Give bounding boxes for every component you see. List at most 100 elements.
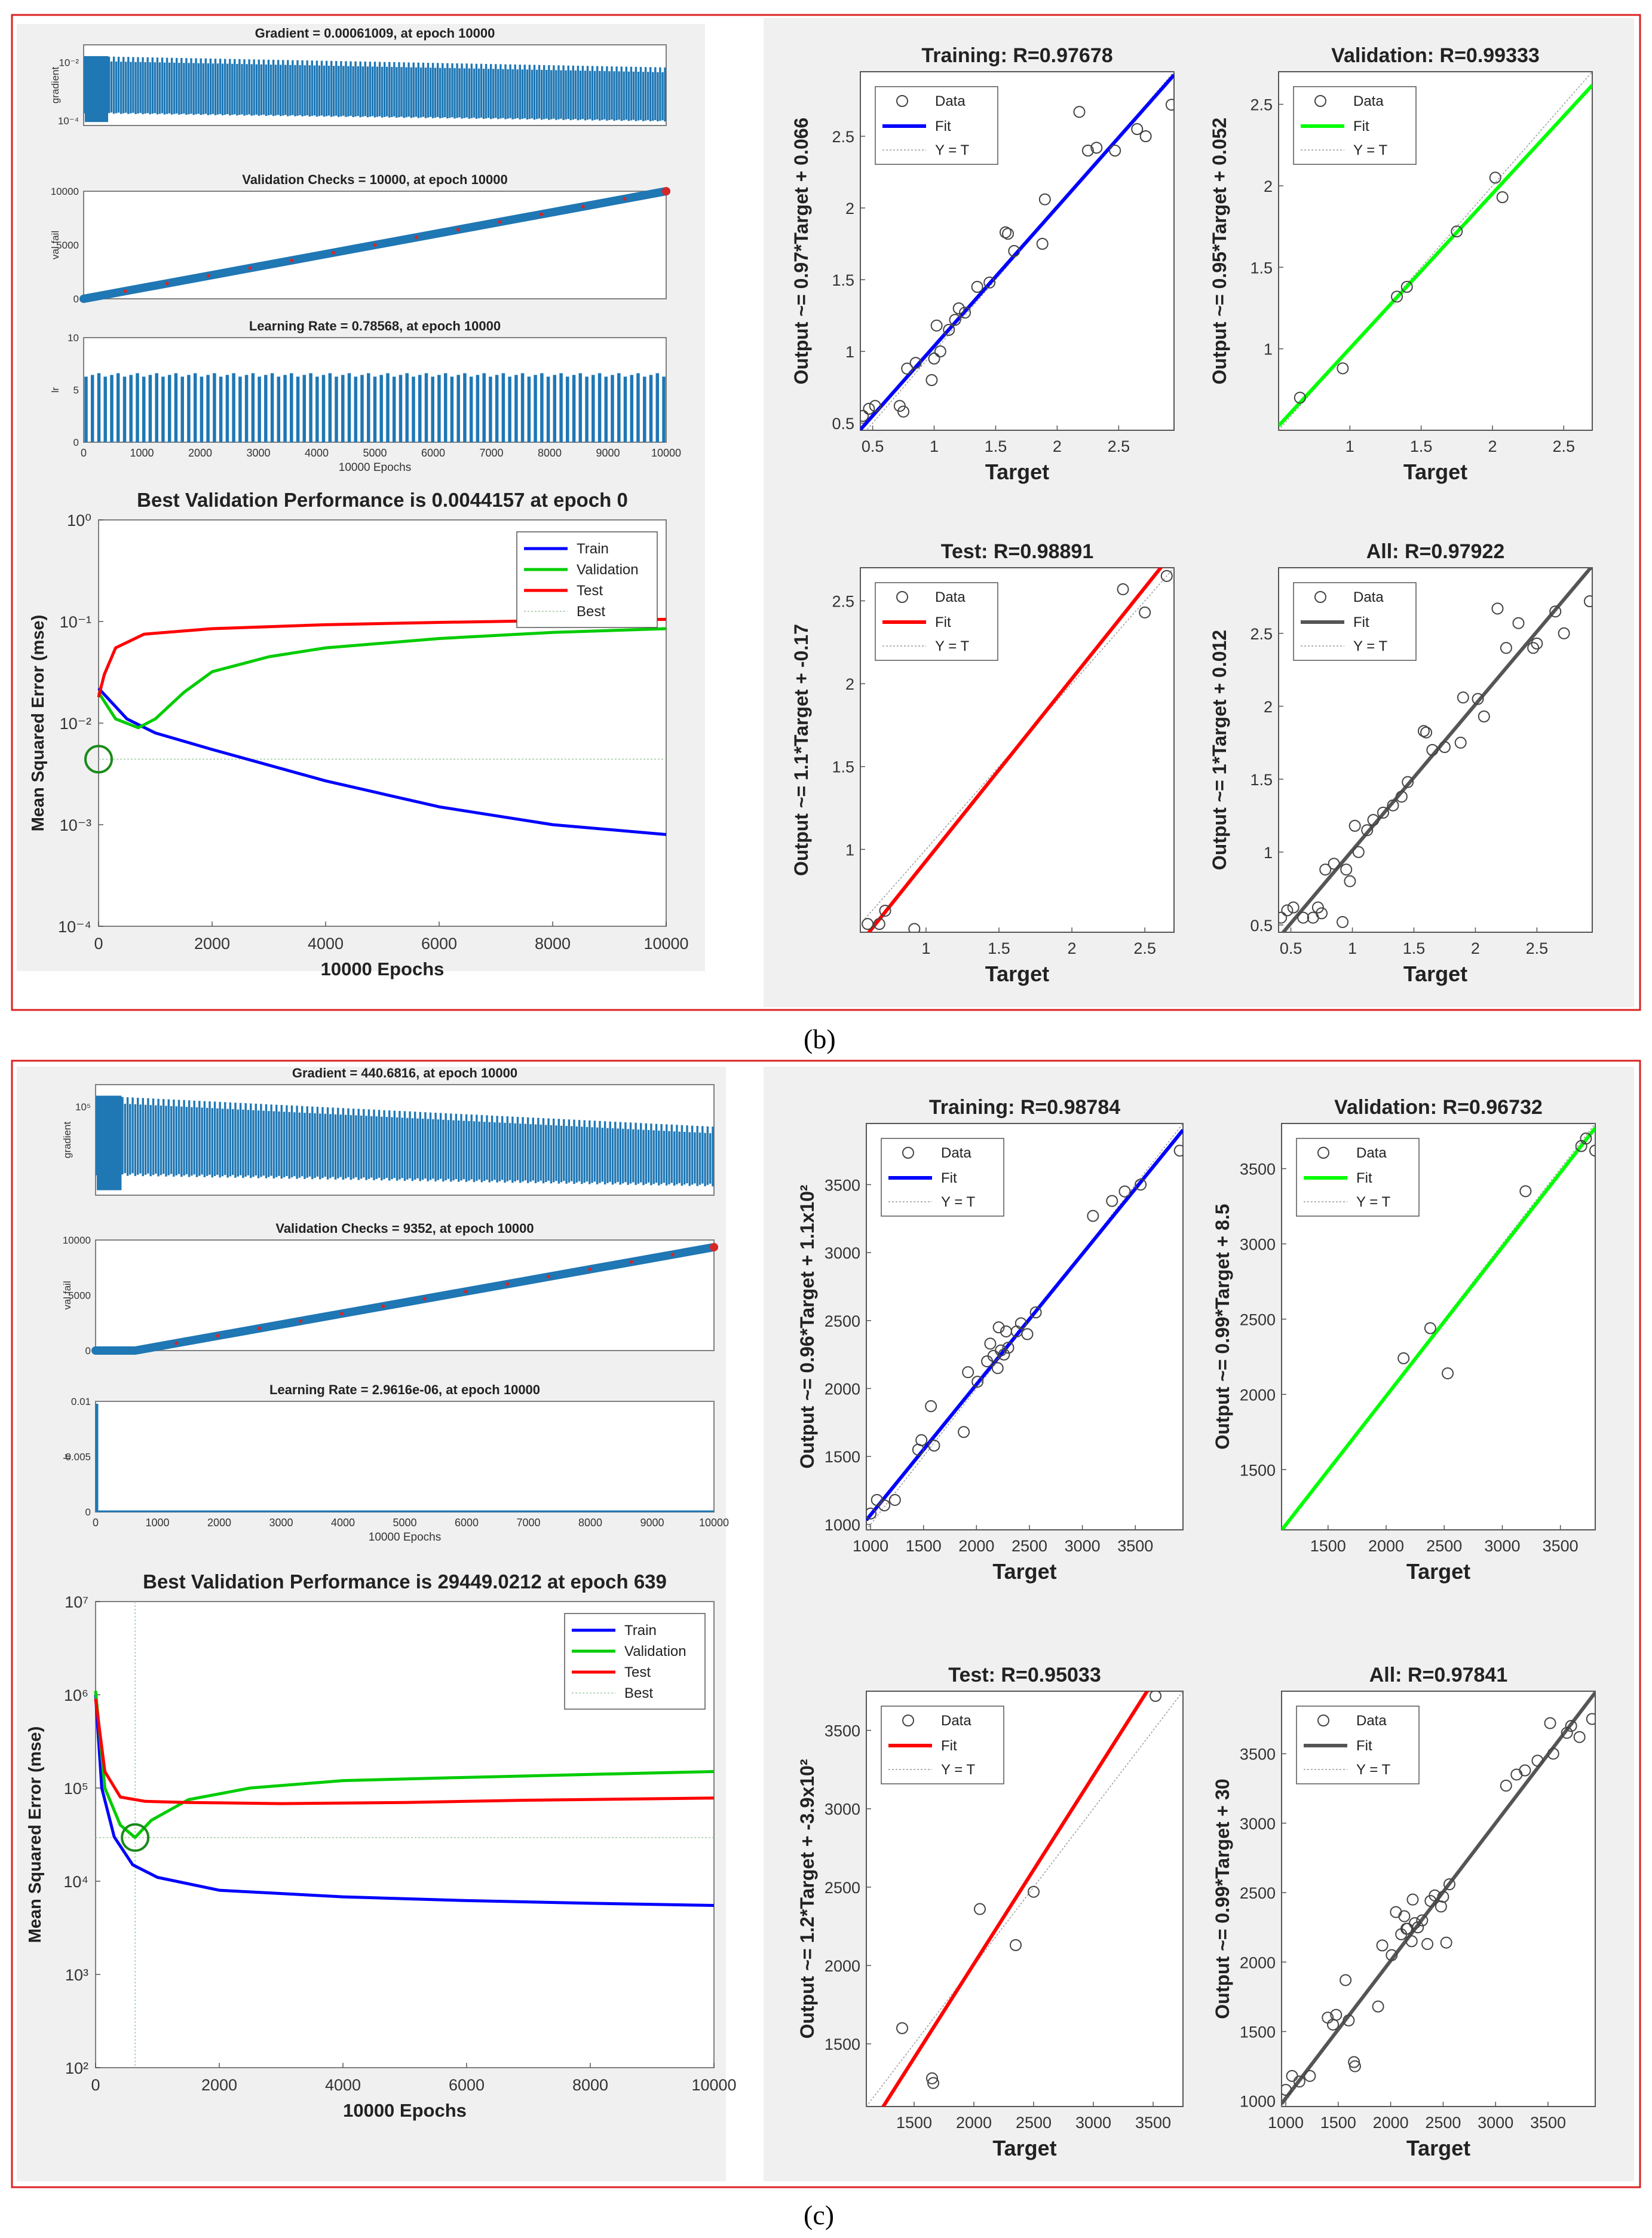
- regression-xlabel: Target: [985, 962, 1049, 986]
- train-plot-ytick: 0: [85, 1507, 91, 1518]
- perf-xtick: 6000: [449, 2076, 485, 2094]
- fit-line: [866, 568, 1163, 932]
- regression-ytick: 3500: [1240, 1161, 1276, 1178]
- regression-ylabel: Output ~= 0.97*Target + 0.066: [790, 118, 812, 385]
- regression-ytick: 1500: [825, 2035, 860, 2053]
- regression-xtick: 2.5: [1133, 939, 1156, 957]
- regression-xtick: 2: [1068, 939, 1077, 957]
- train-plot-xtick: 3000: [246, 447, 270, 459]
- data-point: [1416, 1914, 1429, 1927]
- regression-ytick: 1000: [825, 1516, 860, 1534]
- identity-line: [866, 1691, 1183, 2107]
- data-point: [930, 319, 943, 332]
- data-point: [1337, 362, 1349, 375]
- train-plot-ytick: 5000: [56, 240, 79, 251]
- train-plot-xtick: 9000: [596, 447, 620, 459]
- perf-series-test: [94, 1698, 715, 1805]
- data-point: [983, 276, 996, 289]
- data-point: [1372, 2000, 1384, 2013]
- regression-title: Test: R=0.95033: [948, 1664, 1101, 1686]
- data-point: [1297, 911, 1310, 924]
- data-point: [1106, 1195, 1118, 1207]
- valfail-marker: [216, 1334, 220, 1338]
- regression-xlabel: Target: [1403, 460, 1467, 484]
- legend-label-test: Test: [577, 583, 603, 599]
- train-plot-xtick: 10000: [651, 447, 681, 459]
- data-point: [1424, 1322, 1436, 1334]
- perf-xtick: 6000: [421, 935, 457, 953]
- data-point: [1386, 1949, 1398, 1961]
- train-plot-title: Learning Rate = 2.9616e-06, at epoch 100…: [269, 1382, 540, 1397]
- valfail-marker: [629, 1260, 633, 1264]
- legend-yt-label: Y = T: [1356, 1194, 1390, 1210]
- data-point: [1117, 583, 1129, 596]
- train-plot-ylabel: val fail: [62, 1281, 73, 1309]
- panel-c: Gradient = 440.6816, at epoch 10000 gradi…: [11, 1060, 1641, 2188]
- train-plot-xtick: 0: [81, 447, 87, 459]
- valfail-marker: [623, 197, 627, 201]
- regression-ytick: 2000: [825, 1957, 860, 1975]
- train-plot-ylabel: lr: [62, 1453, 73, 1459]
- perf-title: Best Validation Performance is 29449.021…: [143, 1570, 667, 1593]
- regression-xtick: 3500: [1135, 2114, 1171, 2132]
- regression-ylabel: Output ~= 0.95*Target + 0.052: [1209, 118, 1230, 385]
- data-point: [1421, 1938, 1434, 1951]
- regression-xlabel: Target: [992, 2136, 1056, 2160]
- regression-xtick: 2: [1471, 939, 1480, 957]
- regression-title: Training: R=0.98784: [929, 1096, 1120, 1119]
- data-point: [1173, 1144, 1183, 1157]
- regression-title: All: R=0.97922: [1366, 540, 1505, 563]
- data-point: [998, 1348, 1010, 1361]
- regression-xtick: 2.5: [1552, 437, 1575, 455]
- regression-xtick: 1.5: [985, 437, 1007, 455]
- regression-ylabel: Output ~= 0.99*Target + 8.5: [1212, 1204, 1233, 1449]
- regression-ytick: 3500: [825, 1176, 860, 1194]
- legend-label-validation: Validation: [577, 562, 639, 578]
- regression-ytick: 2.5: [1250, 96, 1273, 114]
- data-point: [1420, 726, 1433, 739]
- valfail-end-marker: [710, 1242, 718, 1251]
- data-point: [1008, 245, 1020, 257]
- train-plot-ytick: 10: [68, 332, 79, 344]
- regression-xlabel: Target: [992, 1559, 1056, 1584]
- gradient-start-block: [85, 56, 108, 123]
- legend-label-best: Best: [624, 1685, 653, 1701]
- regression-xtick: 3500: [1530, 2114, 1566, 2132]
- legend-yt-label: Y = T: [941, 1762, 975, 1778]
- data-point: [934, 345, 946, 357]
- regression-xtick: 1000: [853, 1537, 888, 1555]
- legend-data-symbol: [1314, 591, 1326, 603]
- perf-series-train: [97, 687, 667, 836]
- data-point: [1361, 824, 1374, 837]
- data-point: [959, 307, 971, 319]
- data-point: [1287, 901, 1299, 914]
- data-point: [943, 324, 955, 336]
- data-point: [1021, 1328, 1034, 1340]
- train-plot-xtick: 0: [93, 1517, 99, 1529]
- data-point: [1519, 1185, 1532, 1198]
- regression-plot-area: [866, 1123, 1183, 1530]
- legend-data-label: Data: [935, 93, 966, 109]
- data-point: [1348, 2056, 1360, 2068]
- valfail-marker: [415, 235, 419, 240]
- regression-plot-area: [860, 72, 1174, 430]
- perf-xtick: 4000: [308, 935, 344, 953]
- data-point: [974, 1903, 986, 1915]
- data-point: [862, 918, 874, 930]
- data-point: [1565, 1720, 1577, 1732]
- data-point: [1398, 1910, 1411, 1922]
- regression-ytick: 1: [1264, 844, 1273, 862]
- data-point: [1348, 819, 1361, 832]
- legend-fit-label: Fit: [935, 614, 951, 630]
- regression-ylabel: Output ~= 1.2*Target + -3.9x10²: [796, 1759, 818, 2038]
- regression-ytick: 1500: [1240, 2023, 1276, 2041]
- regression-ytick: 2500: [1240, 1311, 1276, 1328]
- legend-fit-label: Fit: [941, 1170, 957, 1186]
- train-plot-ytick: 0: [73, 293, 79, 305]
- regression-xtick: 2000: [958, 1537, 994, 1555]
- data-point: [1160, 570, 1173, 582]
- train-plot-xtick: 10000: [699, 1517, 729, 1529]
- valfail-marker: [381, 1304, 385, 1308]
- train-plot-xtick: 4000: [331, 1517, 355, 1529]
